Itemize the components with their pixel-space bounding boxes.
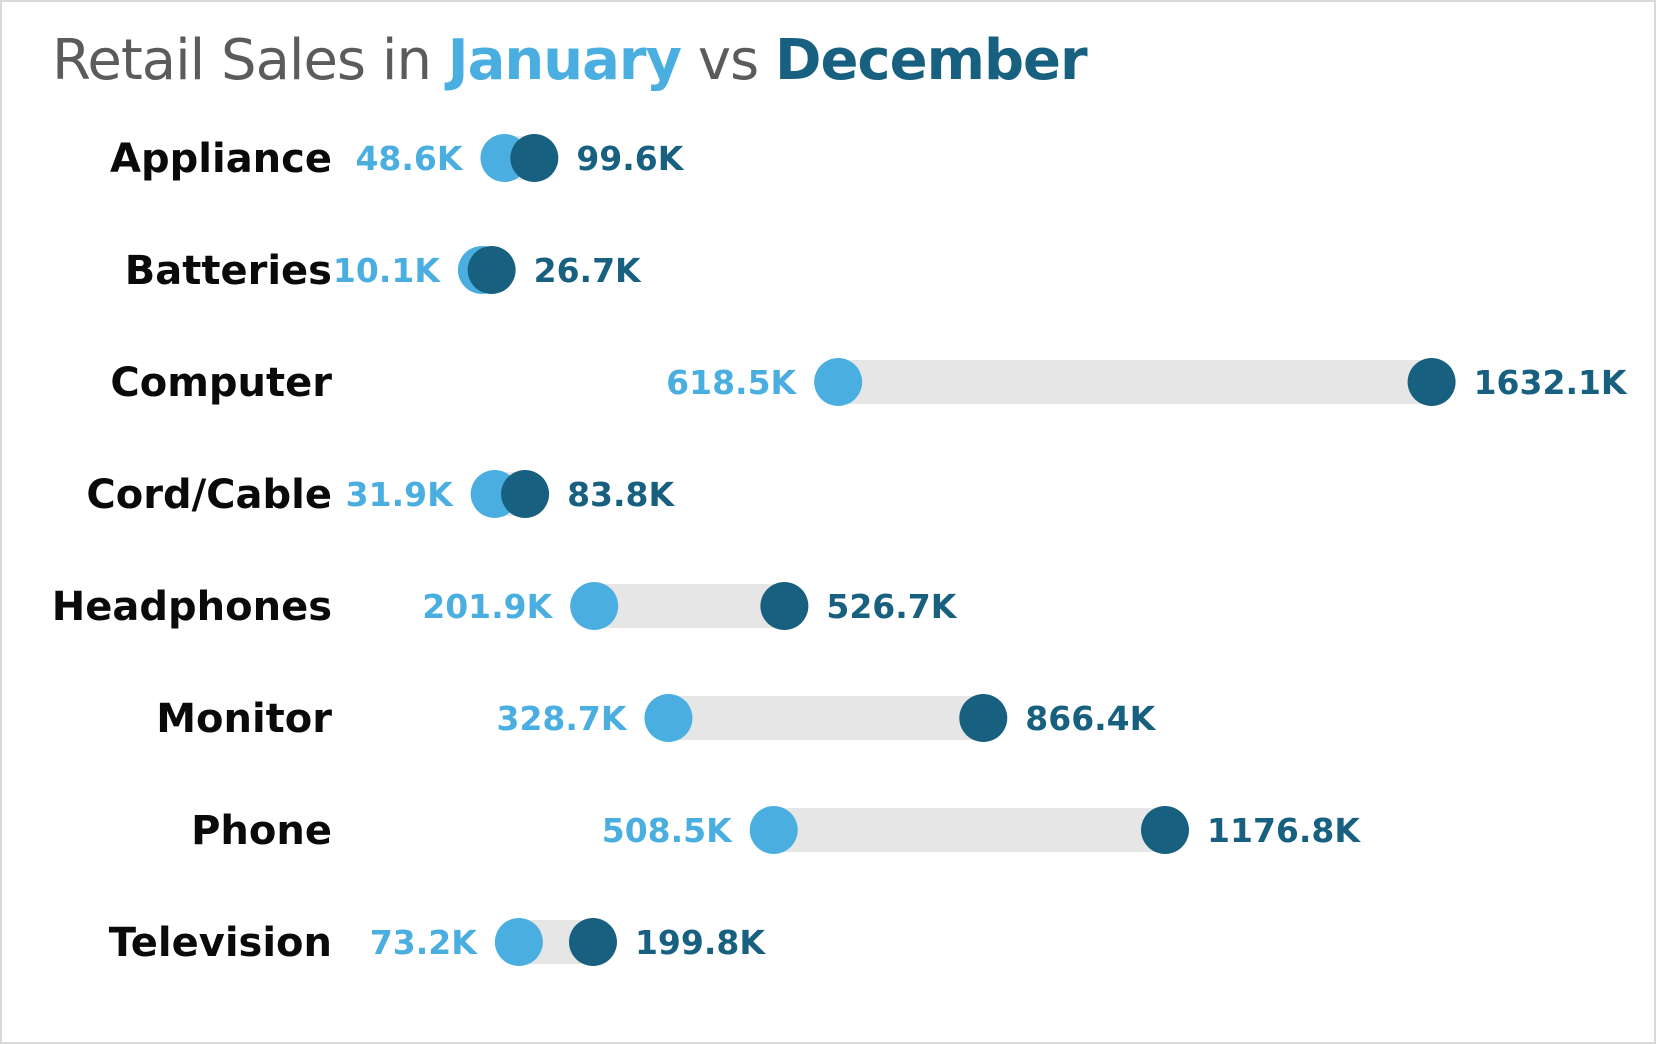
december-dot (959, 694, 1008, 742)
category-label: Cord/Cable (86, 472, 332, 518)
december-dot (467, 246, 516, 294)
january-dot (644, 694, 693, 742)
title-vs: vs (681, 28, 775, 93)
category-label: Computer (110, 360, 332, 406)
december-value-label: 26.7K (534, 251, 642, 290)
december-value-label: 1632.1K (1474, 363, 1628, 402)
connector-bar (773, 808, 1166, 852)
category-label: Phone (191, 808, 332, 854)
january-value-label: 48.6K (355, 139, 463, 178)
december-value-label: 83.8K (567, 475, 675, 514)
connector-bar (668, 696, 984, 740)
january-dot (814, 358, 863, 406)
january-value-label: 508.5K (602, 811, 733, 850)
category-label: Monitor (156, 696, 332, 742)
december-value-label: 526.7K (826, 587, 957, 626)
category-label: Headphones (52, 584, 332, 630)
category-label: Television (109, 920, 332, 966)
december-dot (510, 134, 559, 182)
december-dot (501, 470, 550, 518)
chart-title: Retail Sales in January vs December (52, 28, 1088, 93)
category-label: Batteries (125, 248, 332, 294)
december-value-label: 866.4K (1025, 699, 1156, 738)
december-dot (1141, 806, 1190, 854)
title-december: December (774, 28, 1088, 93)
december-dot (1407, 358, 1456, 406)
january-value-label: 10.1K (333, 251, 441, 290)
december-value-label: 99.6K (576, 139, 684, 178)
january-value-label: 31.9K (346, 475, 454, 514)
connector-bar (838, 360, 1432, 404)
december-value-label: 1176.8K (1207, 811, 1361, 850)
january-value-label: 618.5K (666, 363, 797, 402)
connector-bar (594, 584, 785, 628)
january-value-label: 73.2K (370, 923, 478, 962)
january-value-label: 201.9K (422, 587, 553, 626)
december-dot (760, 582, 809, 630)
december-dot (568, 918, 617, 966)
january-dot (749, 806, 798, 854)
december-value-label: 199.8K (635, 923, 766, 962)
title-january: January (447, 28, 682, 93)
title-prefix: Retail Sales in (52, 28, 448, 93)
category-label: Appliance (110, 136, 332, 182)
january-dot (494, 918, 543, 966)
january-dot (570, 582, 619, 630)
january-value-label: 328.7K (496, 699, 627, 738)
